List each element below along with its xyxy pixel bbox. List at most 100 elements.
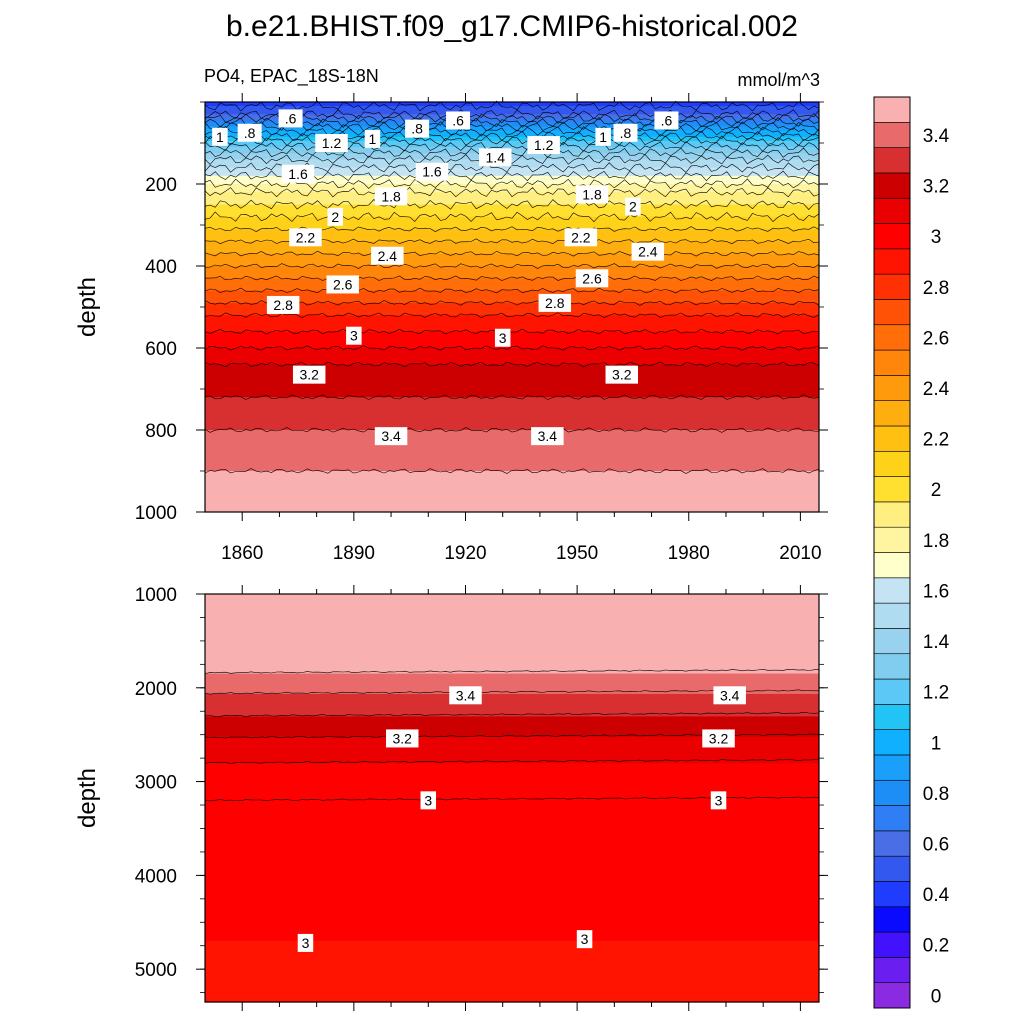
contour-band <box>205 409 819 413</box>
contour-band <box>205 995 819 999</box>
contour-band <box>205 448 819 452</box>
contour-band <box>205 471 819 474</box>
contour-label: .6 <box>452 112 464 128</box>
colorbar-tick-label: 2.6 <box>923 328 949 349</box>
contour-band <box>205 114 819 117</box>
contour-band <box>205 214 819 218</box>
contour-label-box <box>237 123 262 142</box>
contour-band <box>205 983 819 987</box>
contour-label-box <box>710 791 727 810</box>
contour-band <box>205 967 819 970</box>
contour-band <box>205 134 819 138</box>
contour-line <box>204 100 820 112</box>
contour-band <box>205 757 819 760</box>
contour-band <box>205 710 819 713</box>
contour-band <box>205 317 819 320</box>
contour-band <box>205 485 819 488</box>
contour-band <box>205 630 819 634</box>
contour-band <box>205 110 819 113</box>
contour-band <box>205 440 819 443</box>
contour-band <box>205 863 819 866</box>
contour-band <box>205 415 819 419</box>
contour-band <box>205 192 819 195</box>
contour-band <box>205 804 819 807</box>
contour-band <box>205 286 819 290</box>
contour-label: 3 <box>302 935 310 951</box>
contour-label-box <box>297 933 314 952</box>
contour-band <box>205 284 819 288</box>
contour-band <box>205 955 819 958</box>
contour-label-box <box>278 109 303 128</box>
contour-band <box>205 427 819 431</box>
contour-band <box>205 434 819 437</box>
contour-band <box>205 657 819 660</box>
contour-line <box>204 199 820 210</box>
contour-band <box>205 378 819 382</box>
contour-band <box>205 761 819 764</box>
contour-band <box>205 846 819 850</box>
colorbar-box <box>873 855 911 882</box>
contour-band <box>205 401 819 404</box>
contour-band <box>205 374 819 378</box>
contour-band <box>205 685 819 689</box>
contour-label: .6 <box>285 110 297 126</box>
contour-label-box <box>374 427 408 446</box>
y-tick-label: 800 <box>145 421 177 442</box>
contour-label-box <box>405 119 430 138</box>
contour-band <box>205 292 819 296</box>
contour-band <box>205 661 819 664</box>
contour-band <box>205 636 819 640</box>
y-tick-label: 1000 <box>135 503 177 524</box>
contour-band <box>205 824 819 828</box>
colorbar-frame <box>873 96 911 1009</box>
contour-band <box>205 225 819 228</box>
contour-band <box>205 728 819 732</box>
contour-band <box>205 647 819 650</box>
colorbar-box <box>873 729 911 756</box>
contour-band <box>205 885 819 889</box>
upper-contour-labels: .61.8.8.611.21.41.21.8.61.6 1.61.8 1.8222.… <box>212 109 679 446</box>
contour-band <box>205 602 819 605</box>
contour-band <box>205 640 819 644</box>
contour-band <box>205 624 819 628</box>
x-tick-label: 1920 <box>444 543 486 564</box>
upper-x-axis: 1860 1890 1920 1950 1980 2010 <box>221 93 822 564</box>
contour-band <box>205 212 819 216</box>
contour-line <box>204 121 820 132</box>
contour-band <box>205 849 819 852</box>
contour-band <box>205 867 819 870</box>
contour-band <box>205 272 819 275</box>
contour-label-box <box>420 791 437 810</box>
contour-band <box>205 462 819 466</box>
contour-band <box>205 309 819 312</box>
contour-band <box>205 826 819 830</box>
contour-band <box>205 345 819 349</box>
contour-label-box <box>613 123 638 142</box>
contour-label: 1.4 <box>486 149 506 165</box>
contour-band <box>205 155 819 158</box>
contour-label-box <box>315 134 348 152</box>
colorbar-box <box>873 906 911 933</box>
contour-band <box>205 132 819 136</box>
contour-band <box>205 493 819 497</box>
y-tick-label: 600 <box>145 339 177 360</box>
contour-band <box>205 932 819 936</box>
contour-band <box>205 965 819 968</box>
contour-band <box>205 159 819 163</box>
contour-band <box>205 912 819 915</box>
contour-band <box>205 405 819 409</box>
contour-band <box>205 270 819 273</box>
contour-line <box>204 211 820 223</box>
contour-band <box>205 700 819 703</box>
y-tick-label: 200 <box>145 175 177 196</box>
contour-band <box>205 331 819 335</box>
contour-band <box>205 985 819 989</box>
contour-label-box <box>575 269 609 288</box>
contour-label-box <box>527 136 560 155</box>
colorbar-box <box>873 779 911 806</box>
contour-band <box>205 319 819 322</box>
contour-label: 2.6 <box>333 276 353 292</box>
contour-band <box>205 736 819 740</box>
contour-label-box <box>446 111 471 130</box>
